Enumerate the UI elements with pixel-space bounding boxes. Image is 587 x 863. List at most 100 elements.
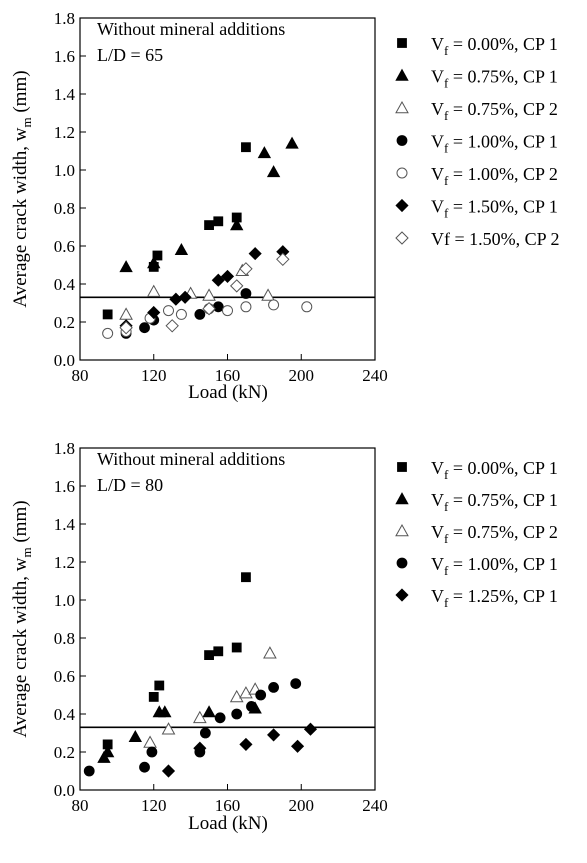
x-tick-label: 240 xyxy=(362,796,388,815)
legend-item: Vf = 1.25%, CP 1 xyxy=(395,586,558,610)
x-axis-label: Load (kN) xyxy=(188,382,268,403)
y-tick-label: 0.4 xyxy=(54,275,76,294)
y-tick-label: 1.0 xyxy=(54,591,75,610)
legend-marker-triangle xyxy=(395,68,409,81)
legend-marker-triangle xyxy=(395,523,409,537)
y-axis-label-main: Average crack width, w xyxy=(10,127,31,307)
data-point-diamond-filled xyxy=(169,292,183,306)
legend-label: Vf = 1.00%, CP 2 xyxy=(431,164,558,188)
legend-item: Vf = 1.00%, CP 1 xyxy=(396,132,558,156)
data-point-triangle-open xyxy=(143,735,157,748)
data-point-triangle-open xyxy=(192,710,207,724)
data-point-circle-filled xyxy=(212,301,224,313)
legend-label: Vf = 0.75%, CP 1 xyxy=(431,490,558,514)
legend: Vf = 0.00%, CP 1 Vf = 0.75%, CP 1 Vf = 0.7… xyxy=(395,34,560,249)
data-point-circle-filled xyxy=(139,322,150,334)
y-tick-label: 0.6 xyxy=(54,237,75,256)
y-tick-label: 0.2 xyxy=(54,743,75,762)
legend-label: Vf = 1.00%, CP 1 xyxy=(431,132,558,156)
y-axis-label-unit: (mm) xyxy=(10,70,31,117)
legend-item: Vf = 0.75%, CP 2 xyxy=(395,522,558,546)
legend-label: Vf = 1.25%, CP 1 xyxy=(431,586,558,610)
x-tick-label: 120 xyxy=(141,366,167,385)
data-point-triangle-filled xyxy=(174,242,189,256)
legend-label: Vf = 0.75%, CP 1 xyxy=(431,67,558,91)
data-point-circle-filled xyxy=(240,288,252,299)
y-axis-label: Average crack width, wm (mm) xyxy=(10,70,34,307)
data-point-square-filled xyxy=(204,650,214,660)
x-tick-label: 200 xyxy=(289,796,315,815)
data-point-triangle-open xyxy=(263,646,277,659)
data-point-circle-filled xyxy=(268,682,279,693)
data-point-triangle-filled xyxy=(100,745,115,758)
legend: Vf = 0.00%, CP 1 Vf = 0.75%, CP 1 Vf = 0.7… xyxy=(395,458,558,610)
data-point-diamond-open xyxy=(119,320,133,335)
data-point-circle-open xyxy=(102,327,114,339)
annotation-line-2: L/D = 65 xyxy=(97,45,163,65)
legend-item: Vf = 1.50%, CP 1 xyxy=(395,197,558,221)
data-point-square-filled xyxy=(204,220,214,231)
data-point-circle-filled xyxy=(214,712,226,724)
x-ticks: 80 120 160 200 240 xyxy=(72,784,388,815)
y-tick-label: 1.6 xyxy=(54,477,75,496)
data-point-triangle-open xyxy=(146,284,161,297)
data-point-square-filled xyxy=(152,250,163,261)
y-tick-label: 1.8 xyxy=(54,9,75,28)
data-point-square-filled xyxy=(213,216,224,227)
legend-item: Vf = 0.75%, CP 2 xyxy=(395,99,558,123)
data-point-triangle-filled xyxy=(119,260,133,273)
legend-item: Vf = 0.75%, CP 1 xyxy=(395,67,558,91)
data-point-diamond-filled xyxy=(161,764,176,778)
data-point-square-filled xyxy=(231,642,242,653)
data-point-square-filled xyxy=(102,309,113,320)
legend-marker-square xyxy=(397,38,407,48)
y-axis-label-main: Average crack width, w xyxy=(10,557,31,737)
data-point-square-filled xyxy=(154,680,165,691)
data-point-circle-filled xyxy=(231,708,243,720)
data-point-square-filled xyxy=(148,692,159,702)
x-ticks: 80 120 160 200 240 xyxy=(72,354,388,385)
data-point-triangle-filled xyxy=(257,146,272,159)
annotation-line-1: Without mineral additions xyxy=(97,449,285,469)
y-tick-label: 1.2 xyxy=(54,553,75,572)
data-point-triangle-open xyxy=(239,686,253,699)
data-point-circle-filled xyxy=(199,727,211,739)
x-tick-label: 160 xyxy=(215,796,241,815)
y-tick-label: 0.4 xyxy=(54,705,76,724)
y-ticks: 0.0 0.2 0.4 0.6 0.8 1.0 1.2 1.4 1.6 1.8 xyxy=(54,9,86,370)
legend-marker-square xyxy=(397,462,407,472)
data-point-circle-open xyxy=(301,301,313,313)
legend-label: Vf = 1.50%, CP 1 xyxy=(431,197,558,221)
data-point-circle-filled xyxy=(246,701,257,712)
legend-item: Vf = 0.75%, CP 1 xyxy=(395,490,558,514)
plot-frame xyxy=(79,447,376,791)
data-point-diamond-filled xyxy=(303,722,318,736)
data-point-diamond-filled xyxy=(267,728,281,742)
data-point-triangle-filled xyxy=(230,218,244,231)
y-tick-label: 0.2 xyxy=(54,313,75,332)
data-point-circle-open xyxy=(222,305,233,317)
x-tick-label: 160 xyxy=(215,366,241,385)
data-point-diamond-filled xyxy=(211,273,225,287)
legend-item: Vf = 0.00%, CP 1 xyxy=(397,458,558,482)
chart-bottom: 80 120 160 200 240 0.0 0.2 0.4 0.6 0.8 1.0 1.2 1.4 1… xyxy=(10,439,558,834)
data-point-triangle-filled xyxy=(147,256,161,269)
x-tick-label: 80 xyxy=(72,796,89,815)
data-point-triangle-open xyxy=(202,288,216,301)
x-axis-label: Load (kN) xyxy=(188,813,268,834)
annotation-line-2: L/D = 80 xyxy=(97,475,163,495)
data-point-circle-filled xyxy=(255,689,267,701)
data-point-diamond-filled xyxy=(147,305,161,320)
data-point-diamond-open xyxy=(239,262,253,276)
data-point-diamond-filled xyxy=(290,739,305,753)
legend-marker-circle xyxy=(396,557,408,569)
y-tick-label: 1.0 xyxy=(54,161,75,180)
y-tick-label: 0.0 xyxy=(54,781,75,800)
x-tick-label: 240 xyxy=(362,366,388,385)
y-axis-label-unit: (mm) xyxy=(10,500,31,547)
y-axis-label-sub: m xyxy=(19,117,34,127)
data-point-circle-open xyxy=(175,308,187,320)
legend-label: Vf = 0.75%, CP 2 xyxy=(431,522,558,546)
x-tick-label: 120 xyxy=(141,796,167,815)
